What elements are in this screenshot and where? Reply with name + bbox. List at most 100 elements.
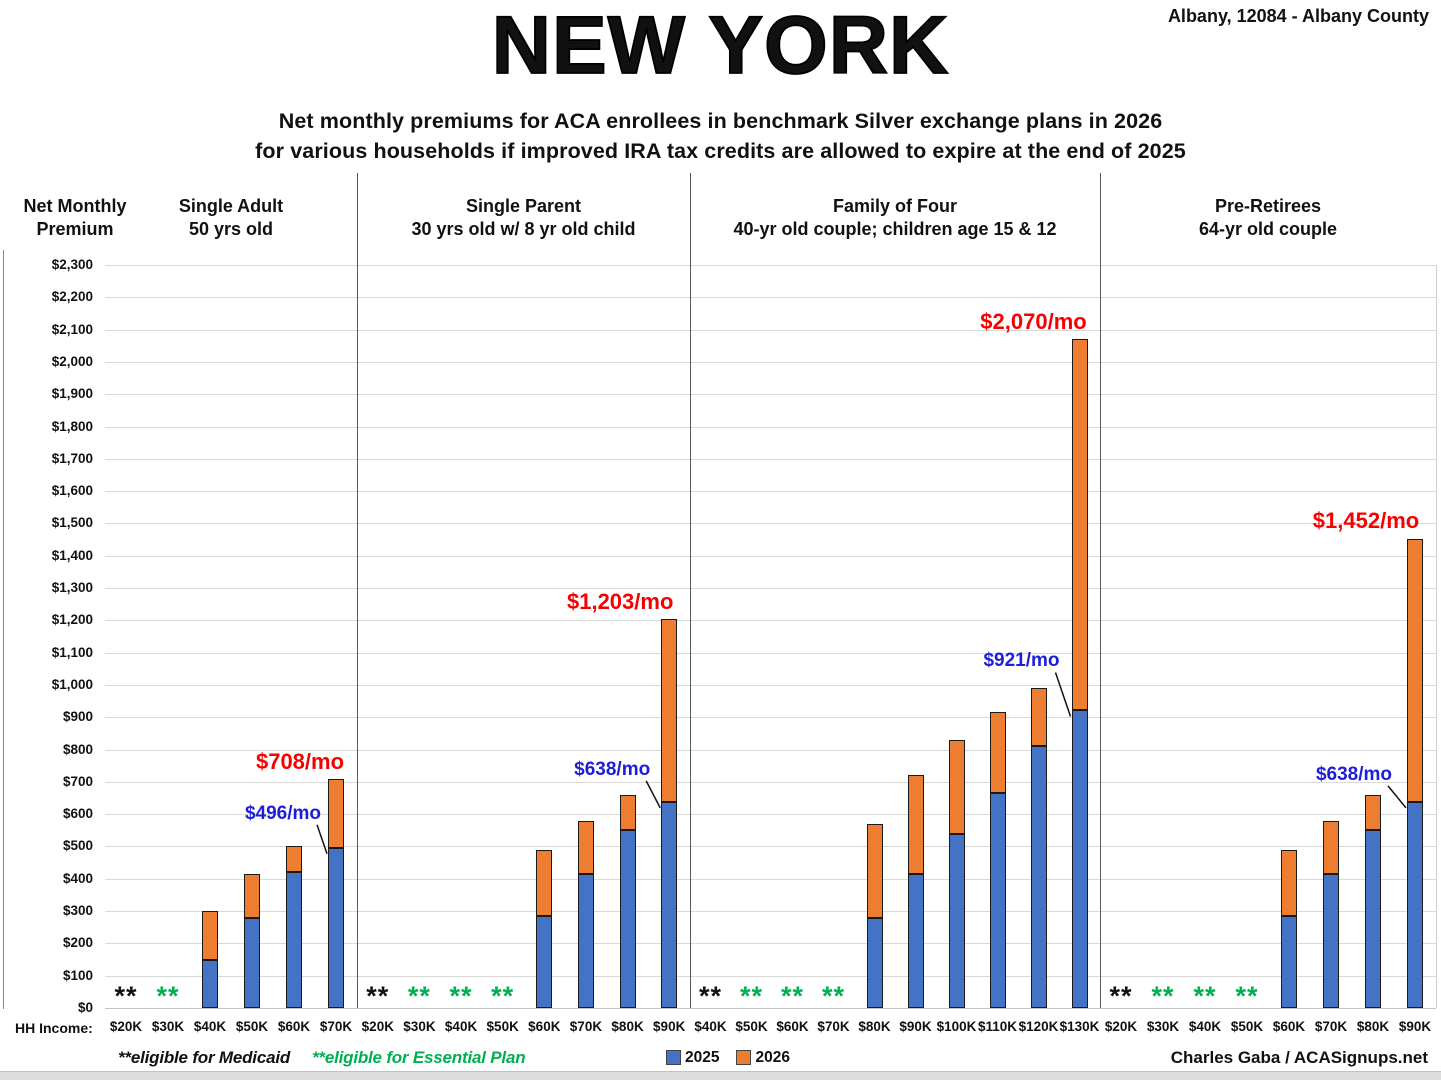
chart-subtitle-line1: Net monthly premiums for ACA enrollees i… [278, 109, 1163, 133]
gridline [105, 523, 1436, 525]
gridline [105, 426, 1436, 428]
bar-2026-segment [1281, 849, 1297, 916]
y-tick-label: $2,300 [51, 257, 93, 272]
legend: 2025 2026 [666, 1050, 807, 1065]
group-divider [690, 173, 691, 1008]
location-label: Albany, 12084 - Albany County [1167, 6, 1429, 26]
data-label-red: $1,203/mo [566, 589, 674, 615]
x-tick-label: $130K [1059, 1019, 1100, 1034]
eligibility-marker-medicaid: ** [366, 981, 390, 1011]
y-tick-label: $2,200 [51, 289, 93, 305]
group-divider [357, 173, 358, 1008]
x-tick-label: $40K [694, 1019, 727, 1034]
x-tick-label: $40K [193, 1019, 227, 1034]
y-tick-label: $1,300 [51, 580, 93, 596]
bar-2025-segment [989, 793, 1006, 1008]
callout-line [1054, 672, 1072, 717]
x-tick-label: $60K [1272, 1019, 1306, 1034]
gridline [105, 1008, 1436, 1009]
y-tick-label: $2,000 [51, 353, 93, 369]
bar-2025-segment [907, 873, 924, 1008]
x-tick-label: $70K [1314, 1019, 1348, 1034]
credit-label: Charles Gaba / ACASignups.net [1170, 1048, 1428, 1067]
bar-2026-segment [1323, 820, 1339, 874]
group-header: Family of Four 40-yr old couple; childre… [733, 196, 1057, 239]
bar-2025-segment [577, 873, 594, 1008]
callout-line [1387, 785, 1407, 809]
eligibility-marker-essential: ** [156, 981, 180, 1011]
group-header: Pre-Retirees 64-yr old couple [1198, 196, 1338, 239]
eligibility-marker-essential: ** [407, 981, 431, 1011]
data-label-red: $708/mo [255, 749, 345, 775]
x-tick-label: $30K [1146, 1019, 1180, 1034]
gridline [105, 329, 1436, 331]
data-label-blue: $638/mo [1315, 763, 1393, 785]
x-tick-label: $90K [1398, 1019, 1432, 1034]
gridline [105, 297, 1436, 299]
plot-right-border [1436, 265, 1437, 1008]
footer-strip [0, 1071, 1441, 1080]
y-tick-label: $2,100 [51, 321, 93, 337]
bar-2025-segment [286, 872, 302, 1008]
x-tick-label: $50K [1230, 1019, 1264, 1034]
y-tick-label: $1,400 [51, 547, 93, 563]
eligibility-marker-essential: ** [821, 981, 845, 1011]
chart-subtitle-line2: for various households if improved IRA t… [255, 139, 1186, 163]
x-tick-label: $70K [319, 1019, 353, 1034]
callout-line [316, 824, 328, 855]
x-tick-label: $100K [936, 1019, 977, 1034]
gridline [105, 265, 1436, 266]
y-tick-label: $800 [62, 741, 93, 757]
x-tick-label: $30K [151, 1019, 185, 1034]
bar-2026-segment [989, 712, 1006, 794]
y-tick-label: $1,100 [51, 644, 93, 660]
bar-2026-segment [1030, 688, 1047, 747]
x-tick-label: $120K [1018, 1019, 1059, 1034]
gridline [105, 684, 1436, 686]
x-tick-label: $70K [817, 1019, 850, 1034]
bar-2025-segment [328, 847, 344, 1008]
data-label-red: $2,070/mo [980, 309, 1087, 335]
footnote-essential: **eligible for Essential Plan [312, 1048, 526, 1067]
y-tick-label: $1,000 [51, 676, 93, 692]
bar-2026-segment [866, 823, 883, 918]
gridline [105, 588, 1436, 590]
eligibility-marker-essential: ** [1193, 981, 1217, 1011]
bar-2025-segment [536, 915, 553, 1008]
data-label-red: $1,452/mo [1312, 507, 1420, 533]
gridline [105, 911, 1436, 913]
x-tick-label: $70K [569, 1019, 603, 1034]
eligibility-marker-essential: ** [491, 981, 515, 1011]
bar-2026-segment [619, 794, 636, 831]
data-label-blue: $496/mo [244, 802, 322, 824]
eligibility-marker-essential: ** [1235, 981, 1259, 1011]
gridline [105, 814, 1436, 816]
x-tick-label: $30K [403, 1019, 436, 1034]
gridline [105, 491, 1436, 493]
bar-2025-segment [948, 833, 965, 1008]
y-tick-label: $700 [62, 773, 93, 789]
eligibility-marker-essential: ** [739, 981, 763, 1011]
bar-2025-segment [866, 917, 883, 1008]
legend-swatch-2025 [666, 1050, 681, 1065]
y-tick-label: $1,800 [51, 418, 93, 434]
bar-2026-segment [661, 619, 678, 802]
bar-2026-segment [536, 849, 553, 916]
eligibility-marker-essential: ** [780, 981, 804, 1011]
legend-swatch-2026 [736, 1050, 752, 1065]
x-tick-label: $40K [1188, 1019, 1222, 1034]
bar-2026-segment [577, 820, 594, 874]
gridline [105, 555, 1436, 557]
bar-2026-segment [1071, 339, 1088, 711]
x-tick-label: $40K [444, 1019, 478, 1034]
bar-2025-segment [1071, 710, 1088, 1008]
gridline [105, 878, 1436, 880]
x-tick-label: $90K [899, 1019, 932, 1034]
y-tick-label: $1,500 [51, 515, 93, 531]
bar-2025-segment [619, 830, 636, 1008]
bar-2025-segment [1281, 915, 1297, 1008]
bar-2025-segment [661, 801, 678, 1008]
y-tick-label: $300 [62, 903, 93, 919]
x-tick-label: $60K [528, 1019, 561, 1034]
